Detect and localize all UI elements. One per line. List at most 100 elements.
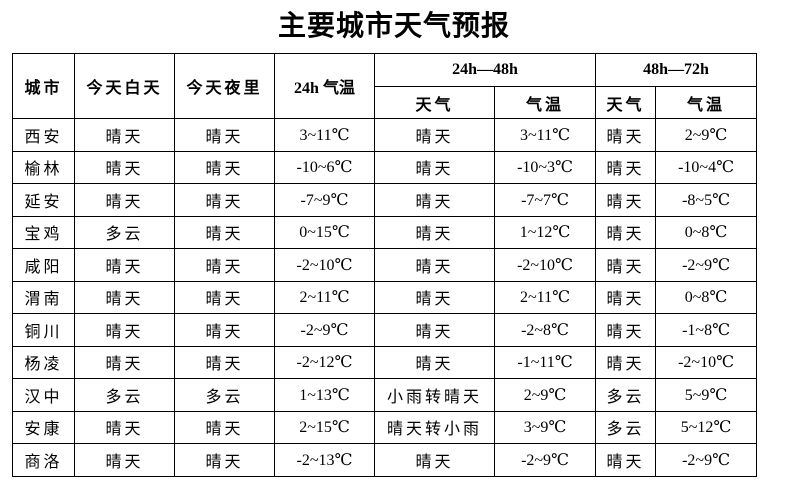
cell-today-night: 晴天 (174, 215, 275, 249)
page-title: 主要城市天气预报 (277, 10, 510, 41)
table-row: 榆林 晴天 晴天 -10~6℃ 晴天 -10~3℃ 晴天 -10~4℃ (12, 150, 758, 184)
table-row: 宝鸡 多云 晴天 0~15℃ 晴天 1~12℃ 晴天 0~8℃ (12, 215, 758, 249)
cell-city: 榆林 (12, 150, 75, 184)
cell-today-day: 晴天 (74, 410, 175, 444)
cell-weather-24-48: 晴天 (374, 248, 495, 282)
cell-temp-24h: 2~11℃ (274, 280, 375, 314)
col-header-weather-24-48: 天气 (374, 86, 495, 119)
cell-weather-48-72: 晴天 (595, 150, 657, 184)
cell-today-night: 晴天 (174, 313, 275, 347)
cell-temp-24h: -2~12℃ (274, 345, 375, 379)
cell-today-night: 晴天 (174, 410, 275, 444)
cell-weather-24-48: 晴天 (374, 345, 495, 379)
table-body: 西安 晴天 晴天 3~11℃ 晴天 3~11℃ 晴天 2~9℃ 榆林 晴天 晴天 -10~6℃ 晴天 -1… (12, 118, 758, 477)
table-row: 延安 晴天 晴天 -7~9℃ 晴天 -7~7℃ 晴天 -8~5℃ (12, 183, 758, 217)
cell-today-night: 晴天 (174, 345, 275, 379)
cell-temp-24h: 1~13℃ (274, 378, 375, 412)
cell-temp-24h: 0~15℃ (274, 215, 375, 249)
cell-city: 渭南 (12, 280, 75, 314)
cell-weather-48-72: 晴天 (595, 443, 657, 477)
table-row: 渭南 晴天 晴天 2~11℃ 晴天 2~11℃ 晴天 0~8℃ (12, 280, 758, 314)
cell-city: 汉中 (12, 378, 75, 412)
col-header-today-day: 今天白天 (74, 53, 175, 119)
cell-temp-48-72: -1~8℃ (655, 313, 758, 347)
cell-today-day: 多云 (74, 378, 175, 412)
cell-weather-24-48: 晴天 (374, 118, 495, 152)
cell-temp-48-72: -10~4℃ (655, 150, 758, 184)
cell-temp-24h: 2~15℃ (274, 410, 375, 444)
cell-weather-48-72: 晴天 (595, 248, 657, 282)
cell-today-day: 多云 (74, 215, 175, 249)
cell-temp-24-48: -10~3℃ (493, 150, 597, 184)
table-row: 安康 晴天 晴天 2~15℃ 晴天转小雨 3~9℃ 多云 5~12℃ (12, 410, 758, 444)
cell-temp-24-48: 3~11℃ (493, 118, 597, 152)
cell-temp-24-48: -2~8℃ (493, 313, 597, 347)
table-row: 铜川 晴天 晴天 -2~9℃ 晴天 -2~8℃ 晴天 -1~8℃ (12, 313, 758, 347)
cell-temp-24-48: -2~10℃ (493, 248, 597, 282)
cell-weather-48-72: 多云 (595, 378, 657, 412)
cell-city: 宝鸡 (12, 215, 75, 249)
cell-weather-24-48: 晴天 (374, 215, 495, 249)
cell-city: 铜川 (12, 313, 75, 347)
cell-temp-48-72: -2~10℃ (655, 345, 758, 379)
cell-today-night: 晴天 (174, 443, 275, 477)
col-header-range-24-48: 24h—48h (373, 53, 597, 87)
cell-today-day: 晴天 (74, 443, 175, 477)
cell-today-day: 晴天 (74, 118, 175, 152)
header-row-1: 城市 今天白天 今天夜里 24h 气温 24h—48h 48h—72h (12, 53, 758, 119)
cell-temp-24h: -10~6℃ (274, 150, 375, 184)
cell-temp-48-72: 0~8℃ (655, 280, 758, 314)
col-header-weather-48-72: 天气 (595, 86, 657, 119)
cell-city: 咸阳 (12, 248, 75, 282)
cell-temp-24-48: -7~7℃ (493, 183, 597, 217)
cell-today-day: 晴天 (74, 248, 175, 282)
col-header-temp-24h: 24h 气温 (274, 53, 375, 119)
cell-city: 安康 (12, 410, 75, 444)
cell-today-day: 晴天 (74, 345, 175, 379)
cell-weather-48-72: 晴天 (595, 215, 657, 249)
cell-temp-24h: -2~10℃ (274, 248, 375, 282)
cell-weather-48-72: 晴天 (595, 345, 657, 379)
cell-weather-24-48: 晴天 (374, 443, 495, 477)
header-row-2: 天气 气温 天气 气温 (13, 86, 758, 119)
cell-city: 杨凌 (12, 345, 75, 379)
cell-temp-48-72: 2~9℃ (655, 118, 758, 152)
cell-weather-24-48: 晴天 (374, 183, 495, 217)
cell-city: 西安 (12, 118, 75, 152)
cell-temp-48-72: -2~9℃ (655, 443, 758, 477)
cell-weather-24-48: 晴天 (374, 280, 495, 314)
cell-today-night: 多云 (174, 378, 275, 412)
cell-temp-24h: -2~9℃ (274, 313, 375, 347)
table-row: 咸阳 晴天 晴天 -2~10℃ 晴天 -2~10℃ 晴天 -2~9℃ (12, 248, 758, 282)
col-header-today-night: 今天夜里 (174, 53, 275, 119)
cell-weather-24-48: 晴天转小雨 (374, 410, 495, 444)
cell-temp-24h: -7~9℃ (274, 183, 375, 217)
cell-today-night: 晴天 (174, 150, 275, 184)
cell-temp-24-48: -2~9℃ (493, 443, 597, 477)
cell-today-night: 晴天 (174, 183, 275, 217)
cell-today-day: 晴天 (74, 280, 175, 314)
cell-temp-24h: -2~13℃ (274, 443, 375, 477)
col-header-range-48-72: 48h—72h (595, 53, 758, 87)
cell-temp-24-48: 3~9℃ (493, 410, 597, 444)
cell-temp-24-48: -1~11℃ (493, 345, 597, 379)
cell-temp-24h: 3~11℃ (274, 118, 375, 152)
cell-weather-48-72: 晴天 (595, 183, 657, 217)
cell-weather-48-72: 晴天 (595, 118, 657, 152)
cell-temp-48-72: 5~12℃ (655, 410, 758, 444)
table-row: 西安 晴天 晴天 3~11℃ 晴天 3~11℃ 晴天 2~9℃ (12, 118, 758, 152)
cell-today-night: 晴天 (174, 280, 275, 314)
cell-today-day: 晴天 (74, 150, 175, 184)
cell-city: 延安 (12, 183, 75, 217)
cell-temp-48-72: -2~9℃ (655, 248, 758, 282)
cell-temp-48-72: 0~8℃ (655, 215, 758, 249)
table-header: 城市 今天白天 今天夜里 24h 气温 24h—48h 48h—72h 天气 气… (12, 53, 758, 119)
table-row: 杨凌 晴天 晴天 -2~12℃ 晴天 -1~11℃ 晴天 -2~10℃ (12, 345, 758, 379)
col-header-temp-48-72: 气温 (655, 86, 758, 119)
cell-weather-48-72: 多云 (595, 410, 657, 444)
col-header-city: 城市 (12, 53, 75, 119)
col-header-temp-24-48: 气温 (493, 86, 597, 119)
weather-table: 城市 今天白天 今天夜里 24h 气温 24h—48h 48h—72h 天气 气… (12, 53, 758, 477)
table-row: 商洛 晴天 晴天 -2~13℃ 晴天 -2~9℃ 晴天 -2~9℃ (12, 443, 758, 477)
